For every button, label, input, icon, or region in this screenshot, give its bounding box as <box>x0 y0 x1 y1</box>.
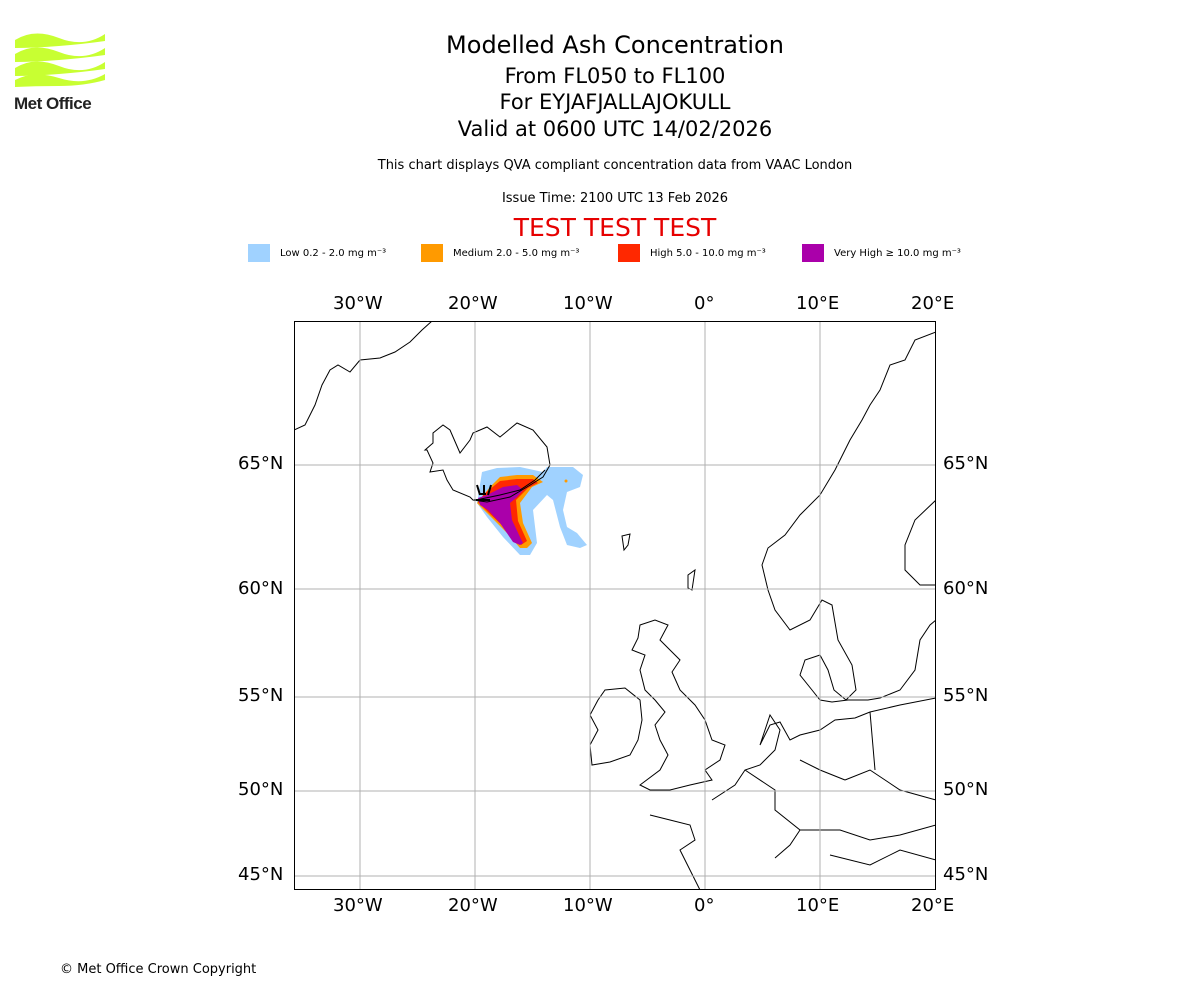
legend-label: High 5.0 - 10.0 mg m⁻³ <box>650 247 766 259</box>
lon-tick-top: 30°W <box>333 293 383 314</box>
legend-swatch <box>802 244 824 262</box>
faroe-islands <box>621 533 631 552</box>
lat-tick-right: 55°N <box>943 685 989 706</box>
met-office-logo: Met Office <box>14 30 109 113</box>
issue-time: Issue Time: 2100 UTC 13 Feb 2026 <box>501 191 729 206</box>
lon-tick-bottom: 20°W <box>448 895 498 916</box>
legend-label: Low 0.2 - 2.0 mg m⁻³ <box>280 247 387 259</box>
legend-high: High 5.0 - 10.0 mg m⁻³ <box>618 244 766 262</box>
graticule <box>294 321 936 890</box>
lat-tick-left: 55°N <box>238 685 284 706</box>
scandinavia-inner <box>904 499 936 586</box>
coastlines <box>294 321 936 890</box>
valid-time: Valid at 0600 UTC 14/02/2026 <box>457 117 773 141</box>
legend-swatch <box>421 244 443 262</box>
flight-level-range: From FL050 to FL100 <box>504 64 726 88</box>
lon-tick-top: 10°W <box>563 293 613 314</box>
lon-tick-top: 10°E <box>796 293 840 314</box>
lat-tick-left: 50°N <box>238 779 284 800</box>
legend-medium: Medium 2.0 - 5.0 mg m⁻³ <box>421 244 579 262</box>
copyright: © Met Office Crown Copyright <box>60 962 257 977</box>
lon-tick-bottom: 30°W <box>333 895 383 916</box>
lon-tick-bottom: 20°E <box>911 895 955 916</box>
scandinavia-coast <box>761 331 936 703</box>
lon-tick-top: 20°W <box>448 293 498 314</box>
great-britain-coast <box>631 619 726 791</box>
shetland <box>687 568 696 591</box>
test-banner: TEST TEST TEST <box>513 213 717 242</box>
legend-label: Very High ≥ 10.0 mg m⁻³ <box>834 247 961 259</box>
legend-swatch <box>248 244 270 262</box>
lat-tick-right: 50°N <box>943 779 989 800</box>
legend-label: Medium 2.0 - 5.0 mg m⁻³ <box>453 247 580 259</box>
waves-logo-icon <box>15 33 105 87</box>
volcano-name: For EYJAFJALLAJOKULL <box>499 90 731 114</box>
lon-tick-bottom: 10°E <box>796 895 840 916</box>
lon-tick-bottom: 0° <box>694 895 715 916</box>
lat-tick-right: 65°N <box>943 453 989 474</box>
legend-low: Low 0.2 - 2.0 mg m⁻³ <box>248 244 386 262</box>
ireland-coast <box>589 687 643 766</box>
chart-title: Modelled Ash Concentration <box>446 31 784 59</box>
ash-medium-spot <box>564 479 568 483</box>
logo-text: Met Office <box>14 94 92 113</box>
lat-tick-left: 60°N <box>238 578 284 599</box>
eruption-marker <box>474 469 546 501</box>
europe-coast <box>649 697 936 890</box>
lon-tick-top: 0° <box>694 293 715 314</box>
lat-tick-right: 60°N <box>943 578 989 599</box>
lon-tick-bottom: 10°W <box>563 895 613 916</box>
lat-tick-right: 45°N <box>943 864 989 885</box>
lat-tick-left: 65°N <box>238 453 284 474</box>
europe-borders <box>744 711 936 866</box>
subtitle: This chart displays QVA compliant concen… <box>377 158 853 173</box>
map-frame <box>294 321 936 890</box>
legend-swatch <box>618 244 640 262</box>
lat-tick-left: 45°N <box>238 864 284 885</box>
lon-tick-top: 20°E <box>911 293 955 314</box>
greenland-coast <box>294 321 433 431</box>
ash-plume <box>477 467 587 555</box>
legend-very-high: Very High ≥ 10.0 mg m⁻³ <box>802 244 961 262</box>
